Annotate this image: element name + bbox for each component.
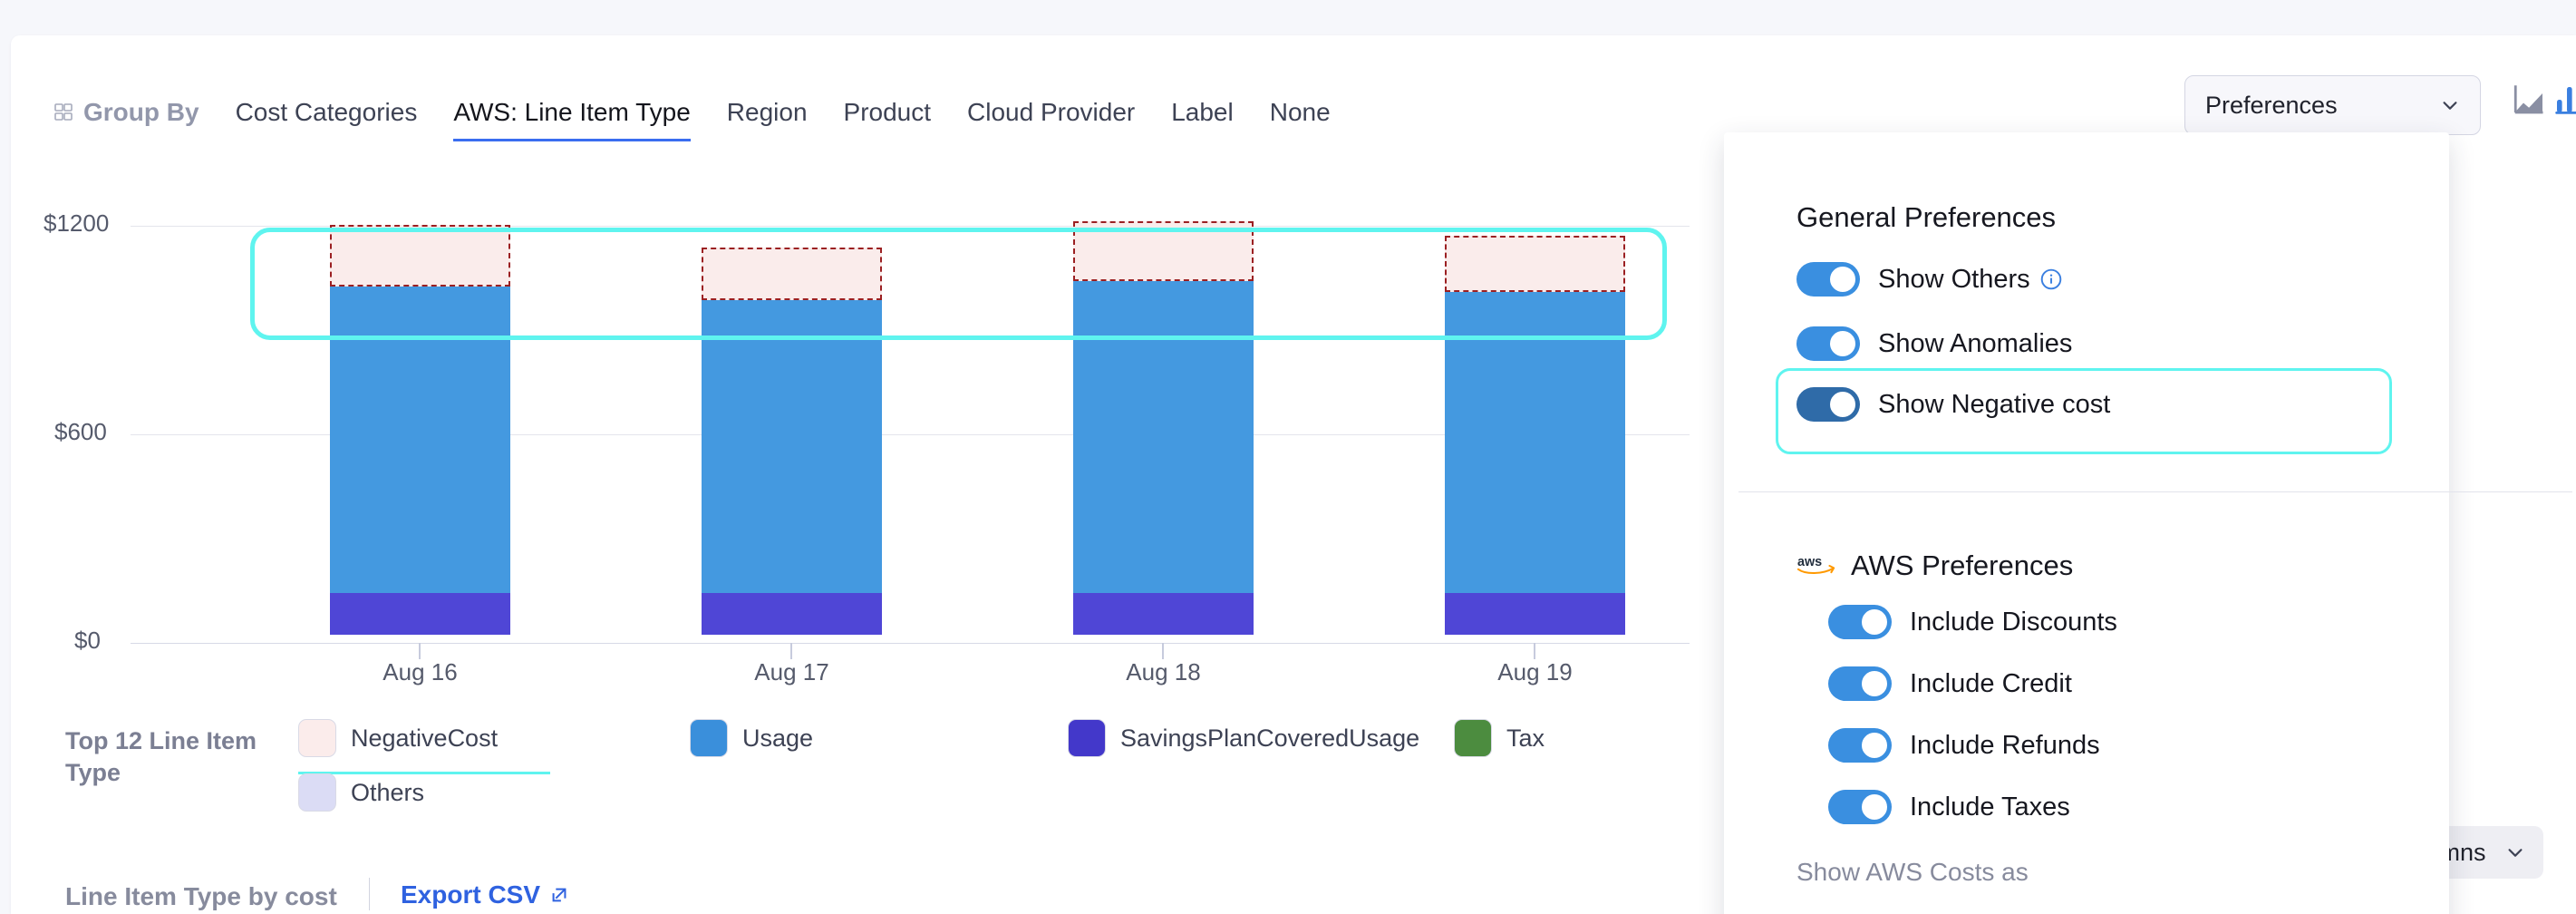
svg-text:aws: aws: [1797, 555, 1822, 569]
